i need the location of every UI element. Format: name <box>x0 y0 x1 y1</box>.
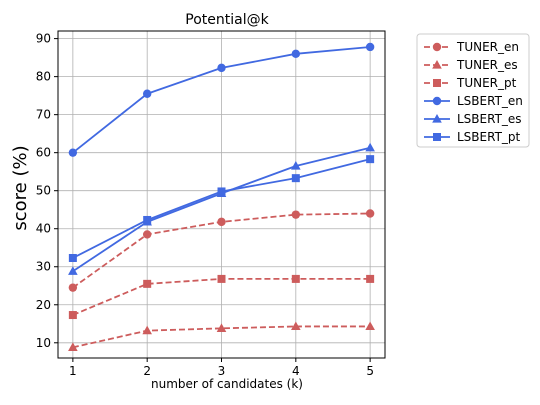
legend-label-lsbert-en: LSBERT_en <box>457 94 523 108</box>
legend-marker-lsbert-en <box>432 96 442 106</box>
y-tick-label: 90 <box>36 32 51 46</box>
legend-item-lsbert-pt: LSBERT_pt <box>424 130 521 144</box>
legend-item-tuner-en: TUNER_en <box>424 40 519 54</box>
data-point-tuner-pt <box>291 274 300 283</box>
y-tick-label: 20 <box>36 298 51 312</box>
x-axis-title: number of candidates (k) <box>151 377 303 391</box>
data-point-lsbert-es <box>68 266 78 275</box>
series-layer <box>68 42 375 351</box>
data-point-tuner-es <box>68 342 78 351</box>
series-tuner-en <box>68 209 375 292</box>
data-point-lsbert-en <box>365 42 375 52</box>
y-tick-label: 50 <box>36 184 51 198</box>
data-point-tuner-pt <box>217 274 226 283</box>
data-point-tuner-es <box>291 321 301 331</box>
chart-title: Potential@k <box>185 12 269 28</box>
x-tick-label: 1 <box>69 364 77 378</box>
series-tuner-es <box>68 321 375 351</box>
data-point-tuner-es <box>216 323 227 332</box>
data-point-tuner-en <box>68 283 78 292</box>
data-point-tuner-pt <box>68 311 77 320</box>
legend-label-tuner-es: TUNER_es <box>456 58 518 72</box>
data-point-lsbert-en <box>68 148 78 157</box>
data-point-lsbert-pt <box>291 174 300 183</box>
y-tick-label: 60 <box>36 146 51 160</box>
y-tick-label: 40 <box>36 222 51 236</box>
y-axis-title: score (%) <box>10 145 31 230</box>
data-point-tuner-pt <box>366 274 375 283</box>
data-point-lsbert-es <box>365 142 375 152</box>
series-lsbert-en <box>68 42 375 157</box>
data-point-lsbert-en <box>291 49 301 59</box>
data-point-tuner-en <box>365 209 375 218</box>
data-point-lsbert-es <box>291 160 301 170</box>
legend-label-lsbert-es: LSBERT_es <box>457 112 522 126</box>
legend-item-lsbert-en: LSBERT_en <box>424 94 523 108</box>
data-point-tuner-en <box>217 217 226 227</box>
x-tick-label: 5 <box>366 364 374 378</box>
series-lsbert-pt <box>68 155 375 262</box>
data-point-lsbert-en <box>142 89 152 98</box>
y-tick-label: 10 <box>36 336 51 350</box>
data-point-tuner-en <box>142 230 152 239</box>
legend-marker-tuner-en <box>432 42 442 52</box>
y-tick-label: 30 <box>36 260 51 274</box>
legend-label-lsbert-pt: LSBERT_pt <box>457 130 521 144</box>
y-tick-label: 80 <box>36 70 51 84</box>
data-point-lsbert-pt <box>366 155 375 164</box>
legend-item-lsbert-es: LSBERT_es <box>424 112 522 126</box>
legend-marker-tuner-es <box>432 60 442 69</box>
data-point-tuner-en <box>291 210 301 219</box>
legend-marker-tuner-pt <box>433 79 441 87</box>
data-point-tuner-pt <box>143 279 152 288</box>
data-point-lsbert-pt <box>143 215 152 224</box>
data-point-lsbert-pt <box>68 253 77 262</box>
legend-item-tuner-pt: TUNER_pt <box>424 76 517 90</box>
legend: TUNER_en TUNER_es TUNER_pt LSBERT_en LSBERT_… <box>416 33 530 148</box>
x-tick-label: 2 <box>143 364 151 378</box>
y-tick-label: 70 <box>36 108 51 122</box>
legend-label-tuner-en: TUNER_en <box>456 40 519 54</box>
x-tick-label: 4 <box>292 364 300 378</box>
x-tick-label: 3 <box>218 364 226 378</box>
data-point-lsbert-pt <box>217 187 226 196</box>
legend-item-tuner-es: TUNER_es <box>424 58 518 72</box>
legend-marker-lsbert-es <box>432 114 442 123</box>
series-tuner-pt <box>68 274 375 320</box>
grid-lines <box>58 31 385 358</box>
legend-marker-lsbert-pt <box>433 133 441 141</box>
data-point-lsbert-en <box>217 63 226 73</box>
x-axis: 1 2 3 4 5 <box>69 358 374 378</box>
legend-label-tuner-pt: TUNER_pt <box>456 76 517 90</box>
data-point-tuner-es <box>142 325 152 335</box>
series-line-tuner-es <box>72 325 371 349</box>
data-point-tuner-es <box>365 321 375 331</box>
y-axis: 10 20 30 40 50 60 70 80 90 <box>36 32 58 350</box>
